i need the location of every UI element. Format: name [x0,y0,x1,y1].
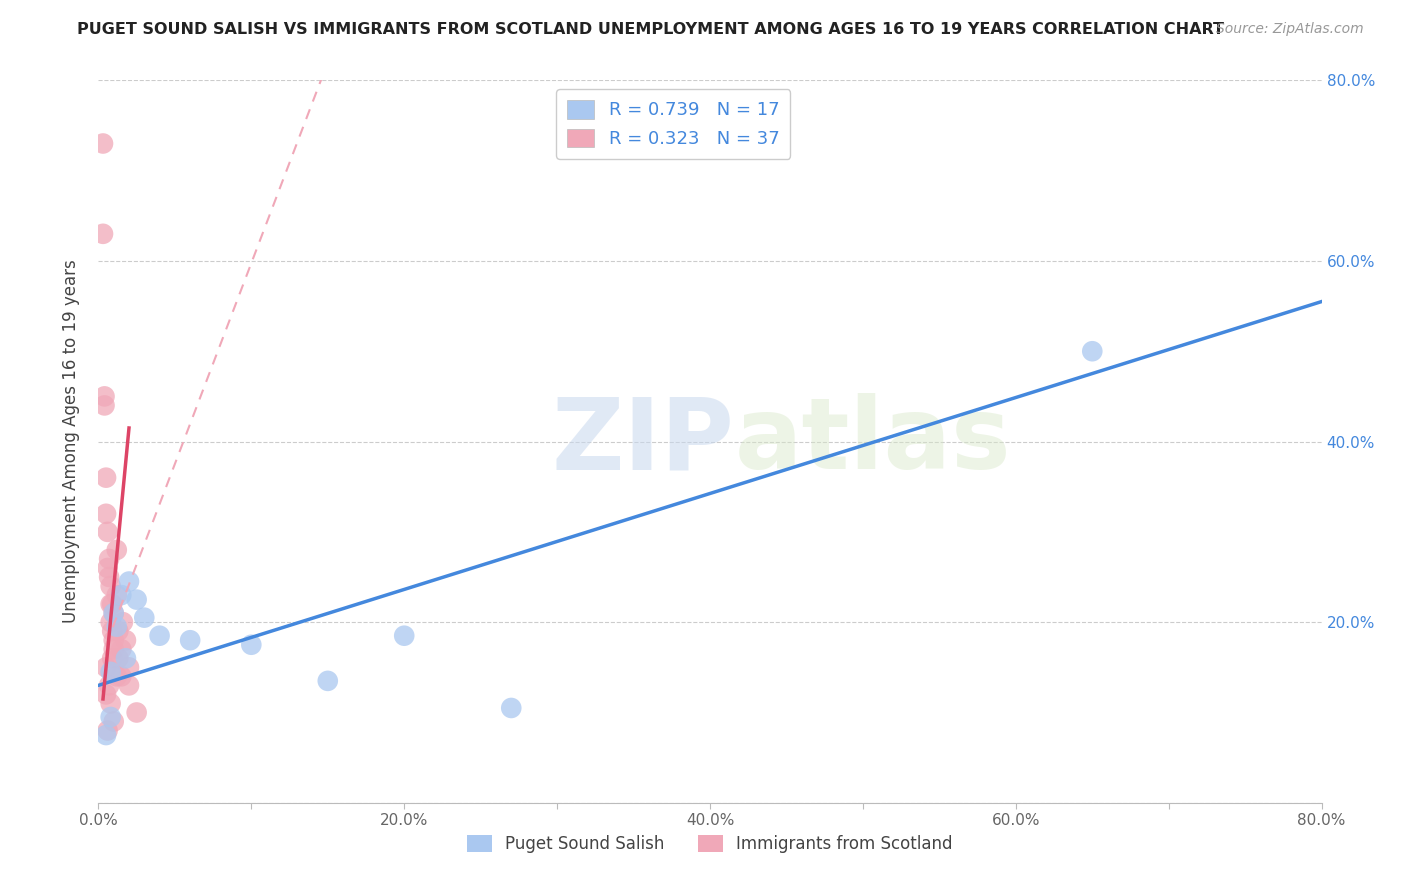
Text: Source: ZipAtlas.com: Source: ZipAtlas.com [1216,22,1364,37]
Point [100,665,122,679]
Point [100,615,122,630]
Point [105,669,128,683]
Point [98,552,121,566]
Text: ZIP: ZIP [551,393,734,490]
Point [134,610,156,624]
Point [105,620,128,634]
Point [105,588,128,602]
Point [125,592,148,607]
Point [94,471,117,485]
Point [111,615,134,630]
Point [93,389,115,403]
Point [103,714,125,729]
Point [316,673,339,688]
Point [118,660,141,674]
Point [94,507,117,521]
Point [98,570,121,584]
Point [101,624,124,639]
Point [100,697,122,711]
Point [115,633,138,648]
Point [100,579,122,593]
Legend: Puget Sound Salish, Immigrants from Scotland: Puget Sound Salish, Immigrants from Scot… [460,828,960,860]
Point [110,642,132,657]
Point [97,524,120,539]
Point [1081,344,1104,359]
Point [97,561,120,575]
Point [118,574,141,589]
Point [107,651,129,665]
Point [94,660,117,674]
Point [107,624,129,639]
Y-axis label: Unemployment Among Ages 16 to 19 years: Unemployment Among Ages 16 to 19 years [62,260,80,624]
Point [125,706,148,720]
Point [103,606,125,620]
Point [103,642,125,657]
Point [91,136,114,151]
Point [179,633,201,648]
Point [100,597,122,611]
Point [97,723,120,738]
Point [115,651,138,665]
Point [91,227,114,241]
Point [392,629,416,643]
Point [98,678,121,692]
Point [101,597,124,611]
Point [103,633,125,648]
Text: atlas: atlas [734,393,1011,490]
Point [94,687,117,701]
Point [110,669,132,683]
Point [110,588,132,602]
Point [240,638,263,652]
Text: PUGET SOUND SALISH VS IMMIGRANTS FROM SCOTLAND UNEMPLOYMENT AMONG AGES 16 TO 19 : PUGET SOUND SALISH VS IMMIGRANTS FROM SC… [77,22,1225,37]
Point [103,606,125,620]
Point [100,710,122,724]
Point [501,701,523,715]
Point [93,398,115,412]
Point [118,678,141,692]
Point [105,542,128,557]
Point [149,629,172,643]
Point [101,651,124,665]
Point [94,728,117,742]
